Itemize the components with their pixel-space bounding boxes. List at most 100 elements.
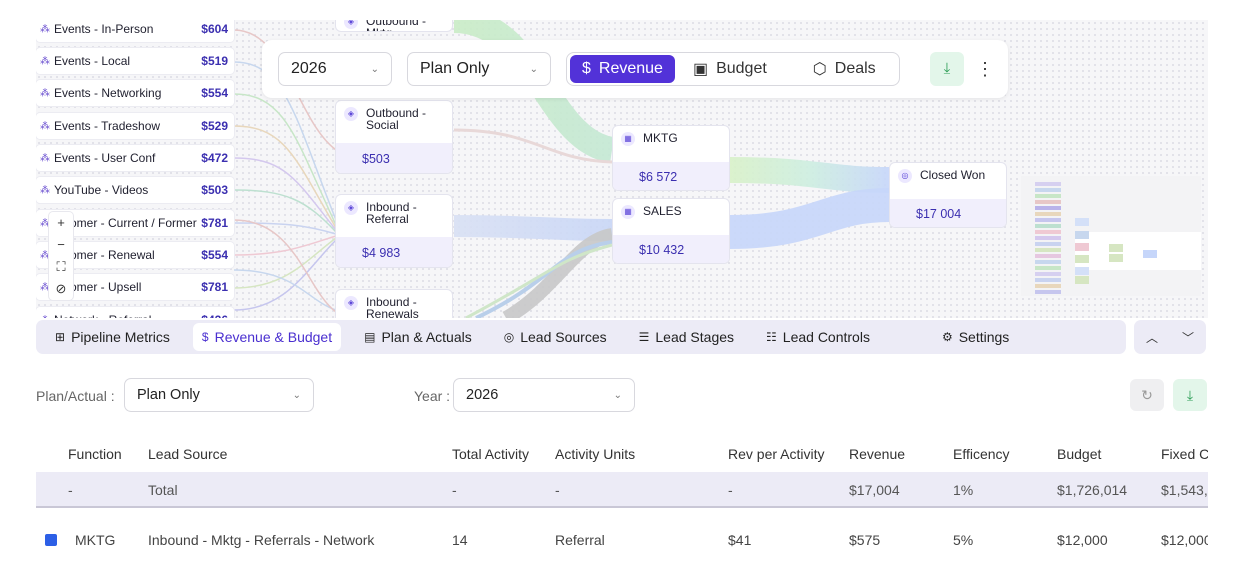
budget-view-label: Budget [716,60,767,78]
column-header[interactable]: Rev per Activity [728,436,824,472]
lead-source-item[interactable]: ⁂ Events - In-Person $604 [36,20,234,42]
node-value: $4 983 [336,237,452,268]
table-cell: MKTG [75,522,115,558]
tab-label: Settings [959,329,1010,345]
node-mktg[interactable]: ▦ MKTG $6 572 [612,125,730,191]
refresh-icon: ↻ [1141,387,1153,403]
lead-source-value: $426 [201,313,234,318]
more-options-icon[interactable]: ⋮ [976,52,992,86]
table-cell: Referral [555,522,605,558]
lead-source-label: ustomer - Current / Former [54,216,201,230]
chevron-down-icon[interactable]: ﹀ [1182,329,1194,346]
dollar-icon: $ [202,330,209,344]
lead-source-item[interactable]: ⁂ Events - Networking $554 [36,80,234,106]
table-cell: $575 [849,522,880,558]
lead-source-item[interactable]: ⁂Network - Referral$426 [36,307,234,318]
table-cell: $12,000 [1057,522,1108,558]
lead-source-label: Events - Tradeshow [54,119,201,133]
gear-icon: ⚙ [942,330,953,344]
download-icon: ⤓ [944,60,951,77]
grid-icon: ⊞ [55,330,65,344]
tab-label: Lead Controls [783,329,870,345]
tab-label: Plan & Actuals [381,329,471,345]
tab-lead-stages[interactable]: ☰ Lead Stages [630,323,743,351]
target-icon: ◎ [504,330,514,344]
tab-revenue-budget[interactable]: $ Revenue & Budget [193,323,341,351]
chevron-down-icon: ⌄ [530,64,538,75]
table-cell: - [555,472,560,508]
lead-source-item[interactable]: ⁂ Events - User Conf $472 [36,145,234,171]
column-header[interactable]: Revenue [849,436,905,472]
year-select[interactable]: 2026 ⌄ [278,52,392,86]
node-inbound-renewals[interactable]: ◈ Inbound - Renewals [335,289,453,318]
node-title: Outbound - Social [366,107,426,143]
table-cell: $1,726,014 [1057,472,1127,508]
table-header-row: Function Lead Source Total Activity Acti… [36,436,1208,472]
sliders-icon: ☷ [766,330,777,344]
node-sales[interactable]: ▦ SALES $10 432 [612,198,730,264]
revenue-view-button[interactable]: $ Revenue [570,55,675,83]
lead-source-label: ustomer - Upsell [54,280,201,294]
network-icon: ⁂ [36,121,54,132]
zoom-out-icon[interactable]: − [57,234,65,256]
hide-icon[interactable]: ⊘ [56,278,67,300]
column-header[interactable]: Budget [1057,436,1101,472]
wallet-icon: ▣ [693,59,708,79]
plan-select[interactable]: Plan Only ⌄ [407,52,551,86]
year-filter-select[interactable]: 2026 ⌄ [453,378,635,412]
building-icon: ▦ [621,132,635,146]
column-header[interactable]: Lead Source [148,436,227,472]
tab-plan-actuals[interactable]: ▤ Plan & Actuals [355,323,481,351]
column-header[interactable]: Fixed C [1161,436,1208,472]
tab-label: Revenue & Budget [215,329,333,345]
year-label: Year : [414,388,450,404]
tab-settings[interactable]: ⚙ Settings [933,323,1018,351]
fit-view-icon[interactable]: ⛶ [56,256,65,278]
tab-pipeline-metrics[interactable]: ⊞ Pipeline Metrics [46,323,179,351]
tab-lead-sources[interactable]: ◎ Lead Sources [495,323,616,351]
node-title: Inbound - Renewals [366,296,419,318]
lead-source-label: ustomer - Renewal [54,248,201,262]
deals-view-button[interactable]: ⬡ Deals [801,55,888,83]
table-cell: - [452,472,457,508]
table-row[interactable]: MKTG Inbound - Mktg - Referrals - Networ… [36,508,1208,566]
zoom-in-icon[interactable]: + [57,212,65,234]
table-total-row: - Total - - - $17,004 1% $1,726,014 $1,5… [36,472,1208,508]
tab-lead-controls[interactable]: ☷ Lead Controls [757,323,879,351]
download-button[interactable]: ⤓ [930,52,964,86]
lead-source-item[interactable]: ⁂ Events - Tradeshow $529 [36,113,234,139]
revenue-view-label: Revenue [599,60,663,78]
year-filter-value: 2026 [466,387,498,403]
tab-label: Pipeline Metrics [71,329,170,345]
building-icon: ▦ [621,205,635,219]
column-header[interactable]: Function [68,436,122,472]
lead-source-value: $519 [201,54,234,68]
plan-actual-select[interactable]: Plan Only ⌄ [124,378,314,412]
column-header[interactable]: Efficency [953,436,1010,472]
column-header[interactable]: Activity Units [555,436,635,472]
table-cell: - [728,472,733,508]
table-download-button[interactable]: ⤓ [1173,379,1207,411]
node-outbound-social[interactable]: ◈ Outbound - Social $503 [335,100,453,174]
node-title: MKTG [643,132,678,162]
lead-source-label: YouTube - Videos [54,183,201,197]
node-outbound-mktg[interactable]: ◈ Outbound - Mktg [335,20,453,32]
table-cell: 5% [953,522,973,558]
node-inbound-referral[interactable]: ◈ Inbound - Referral $4 983 [335,194,453,268]
budget-view-button[interactable]: ▣ Budget [681,55,779,83]
minimap[interactable] [1021,176,1201,296]
table-cell: $17,004 [849,472,900,508]
chevron-up-icon[interactable]: ︿ [1146,329,1158,346]
column-header[interactable]: Total Activity [452,436,529,472]
refresh-button[interactable]: ↻ [1130,379,1164,411]
calendar-icon: ▤ [364,330,375,344]
lead-source-item[interactable]: ⁂ YouTube - Videos $503 [36,177,234,203]
lead-source-value: $472 [201,151,234,165]
plan-actual-value: Plan Only [137,387,200,403]
node-closed-won[interactable]: ◎ Closed Won $17 004 [889,162,1007,228]
view-switch: $ Revenue ▣ Budget ⬡ Deals [566,52,900,86]
tag-icon: ◈ [344,20,358,29]
network-icon: ⁂ [36,88,54,99]
lead-source-item[interactable]: ⁂ Events - Local $519 [36,48,234,74]
lead-source-value: $781 [201,216,234,230]
